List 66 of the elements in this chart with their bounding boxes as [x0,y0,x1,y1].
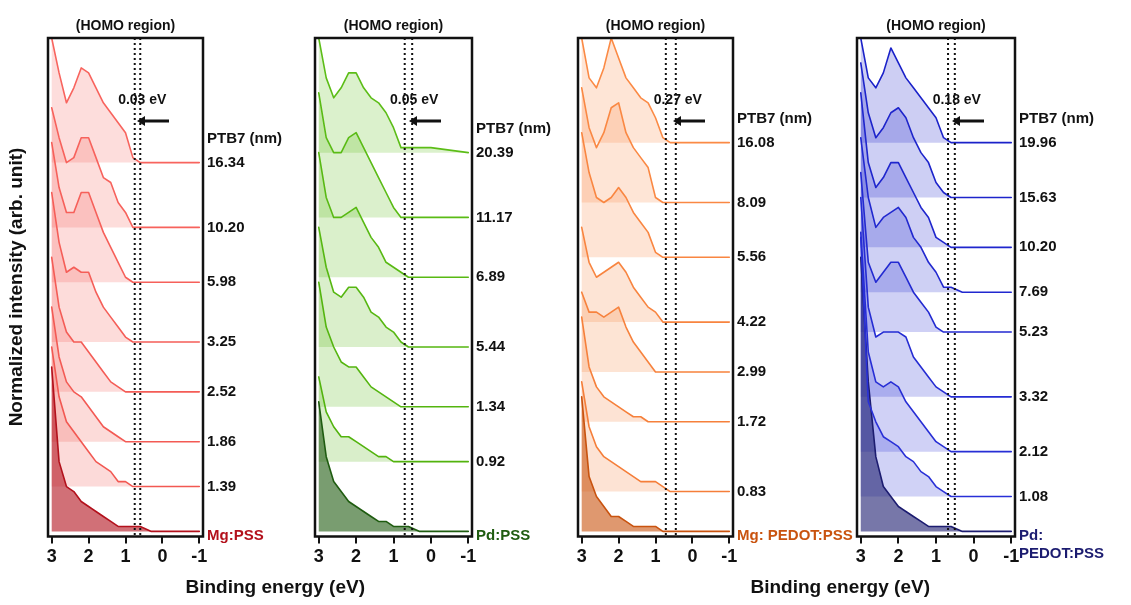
annotation: 0.05 eV [390,90,439,107]
series-label: 2.99 [737,362,767,380]
series-label: 3.25 [207,332,237,350]
x-tick-label: 3 [576,546,587,567]
series-label: 10.20 [207,217,245,235]
x-tick-label: -1 [721,546,738,567]
x-tick-label: 1 [930,546,942,567]
x-tick-label: 1 [120,546,131,567]
annotation: 0.27 eV [653,90,703,107]
x-tick-label: -1 [460,546,477,567]
series-label: 5.44 [476,337,506,355]
chart-title: (HOMO region) [886,16,986,33]
x-tick-label: 1 [650,546,661,567]
legend-title: PTB7 (nm) [1019,108,1094,126]
series-label: 1.72 [737,411,767,429]
series-label: 10.20 [1019,237,1057,255]
annotation: 0.03 eV [118,90,168,107]
series-label: 1.39 [207,476,237,494]
series-label: 20.39 [476,142,514,160]
series-label: 3.32 [1019,386,1049,404]
chart-title: (HOMO region) [605,16,706,33]
x-tick-label: -1 [1003,546,1020,567]
series-label: 1.08 [1019,486,1049,504]
series-label: 5.98 [207,272,237,290]
series-label: Mg: PEDOT:PSS [737,525,853,543]
series-label: 0.92 [476,451,506,469]
x-tick-label: -1 [191,546,208,567]
x-tick-label: 3 [855,546,866,567]
series-label: 2.52 [207,382,237,399]
legend-title: PTB7 (nm) [207,128,282,146]
x-axis-title: Binding energy (eV) [185,576,365,598]
series-label: 15.63 [1019,187,1057,205]
series-label: Pd: PEDOT:PSS [1019,525,1105,561]
x-tick-label: 2 [893,546,904,567]
chart-title: (HOMO region) [343,16,444,33]
series-label: 11.17 [476,207,513,225]
series-label: Mg:PSS [207,525,264,543]
series-label: 1.86 [207,431,237,449]
y-axis-title: Normalized intensity (arb. unit) [4,147,27,427]
series-label: Pd:PSS [476,525,531,543]
x-tick-label: 0 [687,546,698,567]
legend-title: PTB7 (nm) [476,118,551,136]
x-tick-label: 2 [613,546,624,567]
series-label: 2.12 [1019,441,1049,459]
series-label: 4.22 [737,312,767,330]
x-tick-label: 3 [313,546,324,567]
chart-title: (HOMO region) [75,16,176,33]
x-tick-label: 2 [351,546,362,567]
x-tick-label: 0 [157,546,168,567]
series-label: 5.23 [1019,322,1049,340]
x-tick-label: 3 [46,546,57,567]
series-label: 6.89 [476,267,506,285]
legend-title: PTB7 (nm) [737,108,812,126]
x-tick-label: 0 [425,546,436,567]
x-tick-label: 1 [388,546,399,567]
x-tick-label: 2 [83,546,94,567]
series-label: 16.34 [207,152,246,170]
series-label: 19.96 [1019,132,1057,150]
series-label: 16.08 [737,132,775,150]
x-axis-title: Binding energy (eV) [750,576,930,598]
x-tick-label: 0 [968,546,979,567]
series-label: 1.34 [476,396,506,414]
series-label: 7.69 [1019,282,1049,300]
series-label: 8.09 [737,192,767,210]
series-label: 0.83 [737,481,767,499]
series-label: 5.56 [737,247,767,265]
